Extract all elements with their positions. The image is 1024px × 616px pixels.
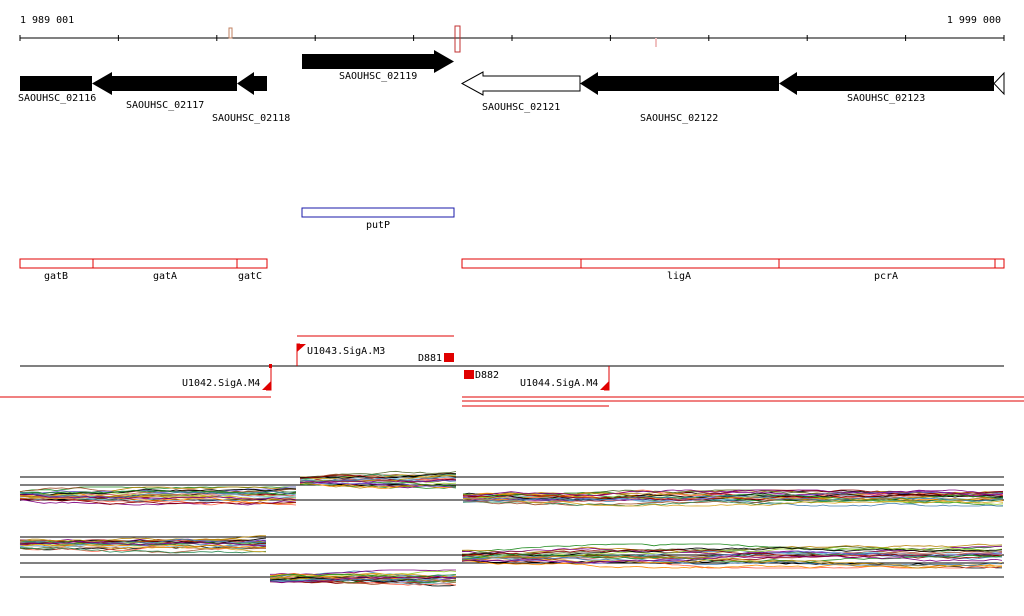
gene-arrow[interactable]	[460, 71, 581, 96]
expression-trace	[269, 572, 457, 578]
gene-arrow-partial[interactable]	[993, 71, 1005, 96]
gene-label: SAOUHSC_02123	[847, 93, 925, 104]
feature-label: gatB	[44, 271, 68, 282]
feature-label: gatA	[153, 271, 177, 282]
feature-box[interactable]	[778, 258, 996, 269]
gene-label: SAOUHSC_02121	[482, 102, 560, 113]
expression-trace	[19, 494, 297, 501]
expression-trace	[461, 553, 1003, 563]
expression-trace	[19, 494, 297, 500]
terminator-marker[interactable]	[464, 370, 474, 379]
feature-label: gatC	[238, 271, 262, 282]
feature-box[interactable]	[19, 258, 94, 269]
expression-trace	[463, 498, 1004, 507]
promoter-flag-icon	[600, 381, 609, 390]
promoter-flag-icon	[262, 381, 271, 390]
expression-track-1	[19, 470, 1004, 507]
gene-label: SAOUHSC_02118	[212, 113, 290, 124]
gene-arrow[interactable]	[580, 72, 779, 95]
expression-trace	[461, 549, 1003, 559]
expression-trace	[299, 481, 457, 489]
coordinate-ruler	[19, 25, 1005, 53]
expression-trace	[19, 486, 296, 495]
coord-start-label: 1 989 001	[20, 15, 74, 26]
feature-box[interactable]	[92, 258, 238, 269]
terminator-marker[interactable]	[444, 353, 454, 362]
coord-end-label: 1 999 000	[947, 15, 1001, 26]
feature-box[interactable]	[580, 258, 780, 269]
promoter-flag-icon	[297, 344, 306, 352]
expression-trace	[20, 488, 297, 496]
feature-box[interactable]	[301, 207, 455, 218]
terminator-label: D882	[475, 370, 499, 381]
terminator-label: D881	[418, 353, 442, 364]
expression-trace	[269, 576, 457, 582]
expression-trace	[462, 546, 1003, 556]
feature-label: putP	[366, 220, 390, 231]
gene-label: SAOUHSC_02116	[18, 93, 96, 104]
expression-trace	[299, 476, 457, 481]
ruler-marker	[655, 38, 657, 47]
feature-box[interactable]	[236, 258, 268, 269]
expression-trace	[462, 492, 1004, 501]
expression-trace	[19, 541, 267, 547]
gene-arrow[interactable]	[302, 50, 454, 73]
expression-trace	[462, 498, 1004, 507]
gene-label: SAOUHSC_02119	[339, 71, 417, 82]
expression-trace	[269, 575, 457, 584]
expression-trace	[461, 543, 1003, 554]
red-feature-track: gatB gatA gatC ligA pcrA	[19, 258, 1005, 282]
expression-trace	[461, 554, 1003, 569]
expression-track-2	[19, 535, 1004, 587]
gene-arrow[interactable]	[92, 72, 237, 95]
expression-trace	[299, 479, 456, 484]
regulatory-track: U1043.SigA.M3 U1042.SigA.M4 U1044.SigA.M…	[0, 335, 1024, 407]
expression-trace	[269, 573, 457, 578]
feature-box[interactable]	[994, 258, 1005, 269]
gene-label: SAOUHSC_02117	[126, 100, 204, 111]
expression-trace	[461, 560, 1003, 569]
feature-label: ligA	[667, 271, 691, 282]
promoter-label: U1043.SigA.M3	[307, 346, 385, 357]
expression-trace	[461, 557, 1003, 567]
promoter-label: U1042.SigA.M4	[182, 378, 260, 389]
feature-box[interactable]	[461, 258, 582, 269]
gene-arrow[interactable]	[237, 72, 267, 95]
blue-feature-track: putP	[301, 207, 455, 231]
gene-arrow[interactable]	[20, 76, 92, 91]
expression-trace	[19, 496, 297, 506]
expression-trace	[299, 481, 456, 488]
gene-track: SAOUHSC_02116 SAOUHSC_02117 SAOUHSC_0211…	[18, 50, 1005, 124]
expression-trace	[19, 498, 297, 505]
ruler-marker	[228, 27, 233, 39]
expression-trace	[461, 555, 1003, 564]
feature-label: pcrA	[874, 271, 898, 282]
expression-trace	[20, 547, 267, 554]
expression-trace	[19, 535, 267, 543]
gene-arrow[interactable]	[779, 72, 994, 95]
expression-trace	[19, 499, 297, 506]
expression-trace	[462, 495, 1004, 502]
promoter-label: U1044.SigA.M4	[520, 378, 598, 389]
expression-trace	[19, 490, 297, 499]
promoter-tick	[269, 364, 272, 368]
ruler-viewport-marker[interactable]	[454, 25, 461, 53]
expression-trace	[462, 489, 1004, 497]
gene-label: SAOUHSC_02122	[640, 113, 718, 124]
